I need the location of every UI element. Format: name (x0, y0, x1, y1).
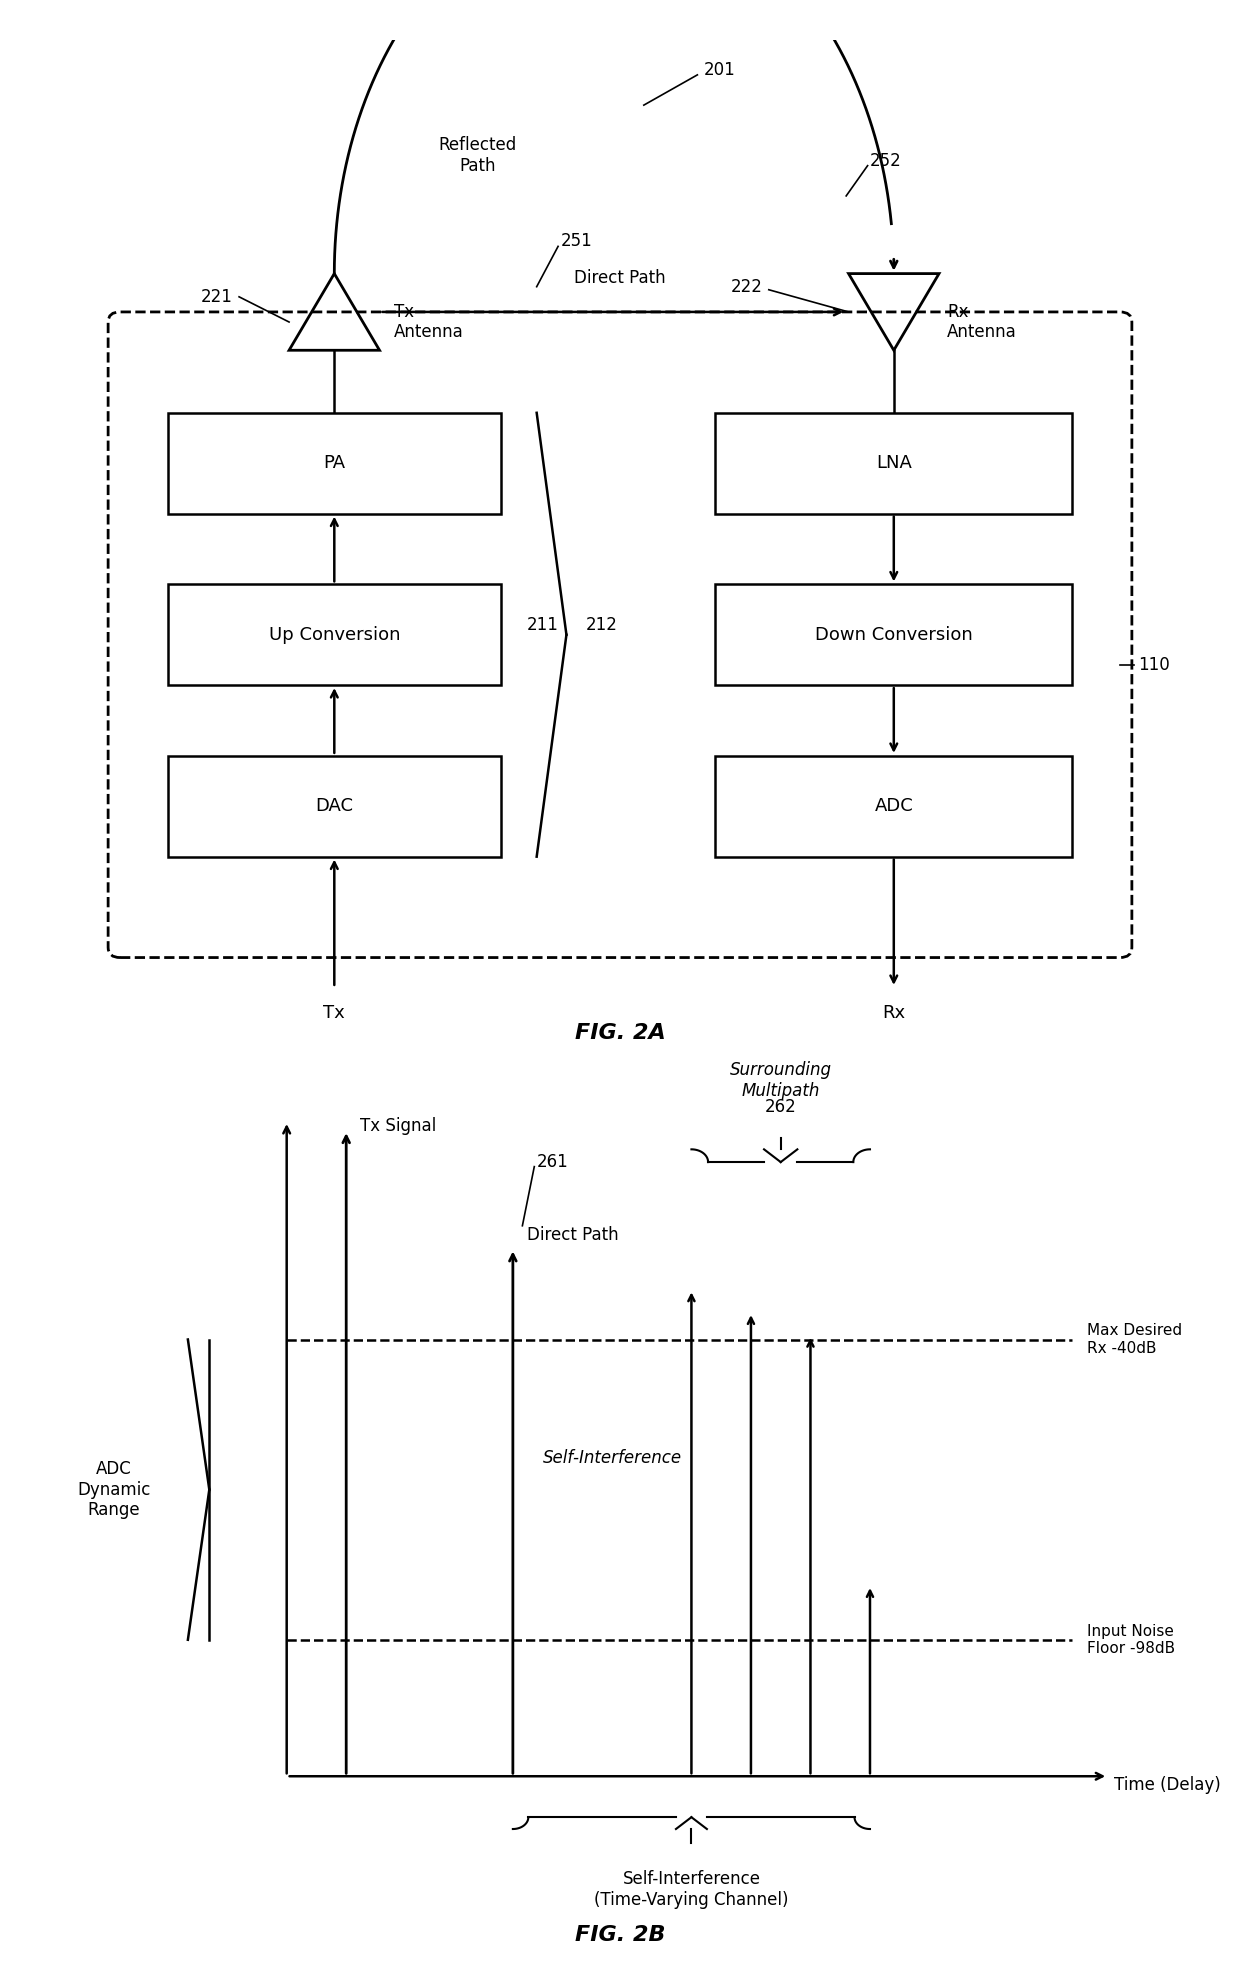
FancyBboxPatch shape (108, 313, 1132, 957)
Text: Rx
Antenna: Rx Antenna (947, 303, 1017, 342)
Bar (715, 756, 1073, 856)
Text: Max Desired
Rx -40dB: Max Desired Rx -40dB (1086, 1323, 1182, 1355)
Text: 221: 221 (201, 287, 233, 307)
Text: LNA: LNA (875, 455, 911, 473)
Text: Surrounding
Multipath: Surrounding Multipath (729, 1060, 832, 1100)
Text: Down Conversion: Down Conversion (815, 625, 972, 643)
Text: Rx: Rx (882, 1005, 905, 1023)
Text: 211: 211 (527, 615, 558, 633)
Text: 110: 110 (1138, 657, 1169, 674)
Text: DAC: DAC (315, 797, 353, 815)
Bar (167, 756, 501, 856)
Text: 222: 222 (730, 277, 763, 297)
Text: Up Conversion: Up Conversion (269, 625, 401, 643)
Text: Direct Path: Direct Path (527, 1226, 619, 1244)
Text: 201: 201 (703, 61, 735, 79)
Text: 262: 262 (765, 1098, 796, 1116)
Bar (715, 413, 1073, 514)
Text: ADC
Dynamic
Range: ADC Dynamic Range (77, 1460, 151, 1519)
Bar (167, 413, 501, 514)
Text: Tx
Antenna: Tx Antenna (394, 303, 464, 342)
Text: FIG. 2B: FIG. 2B (575, 1925, 665, 1946)
Text: ADC: ADC (874, 797, 913, 815)
Text: 261: 261 (537, 1153, 568, 1171)
Text: Reflected
Path: Reflected Path (438, 136, 516, 174)
Bar (167, 584, 501, 684)
Text: 251: 251 (560, 231, 593, 251)
Text: Self-Interference: Self-Interference (543, 1448, 682, 1468)
Text: 212: 212 (587, 615, 618, 633)
Text: Time (Delay): Time (Delay) (1114, 1776, 1220, 1794)
Bar (715, 584, 1073, 684)
Text: Tx Signal: Tx Signal (361, 1118, 436, 1135)
Text: 252: 252 (870, 152, 901, 170)
Text: FIG. 2A: FIG. 2A (574, 1023, 666, 1042)
Text: Self-Interference
(Time-Varying Channel): Self-Interference (Time-Varying Channel) (594, 1869, 789, 1909)
Text: Input Noise
Floor -98dB: Input Noise Floor -98dB (1086, 1624, 1174, 1656)
Text: Tx: Tx (324, 1005, 345, 1023)
Text: Direct Path: Direct Path (574, 269, 666, 287)
Text: PA: PA (324, 455, 346, 473)
